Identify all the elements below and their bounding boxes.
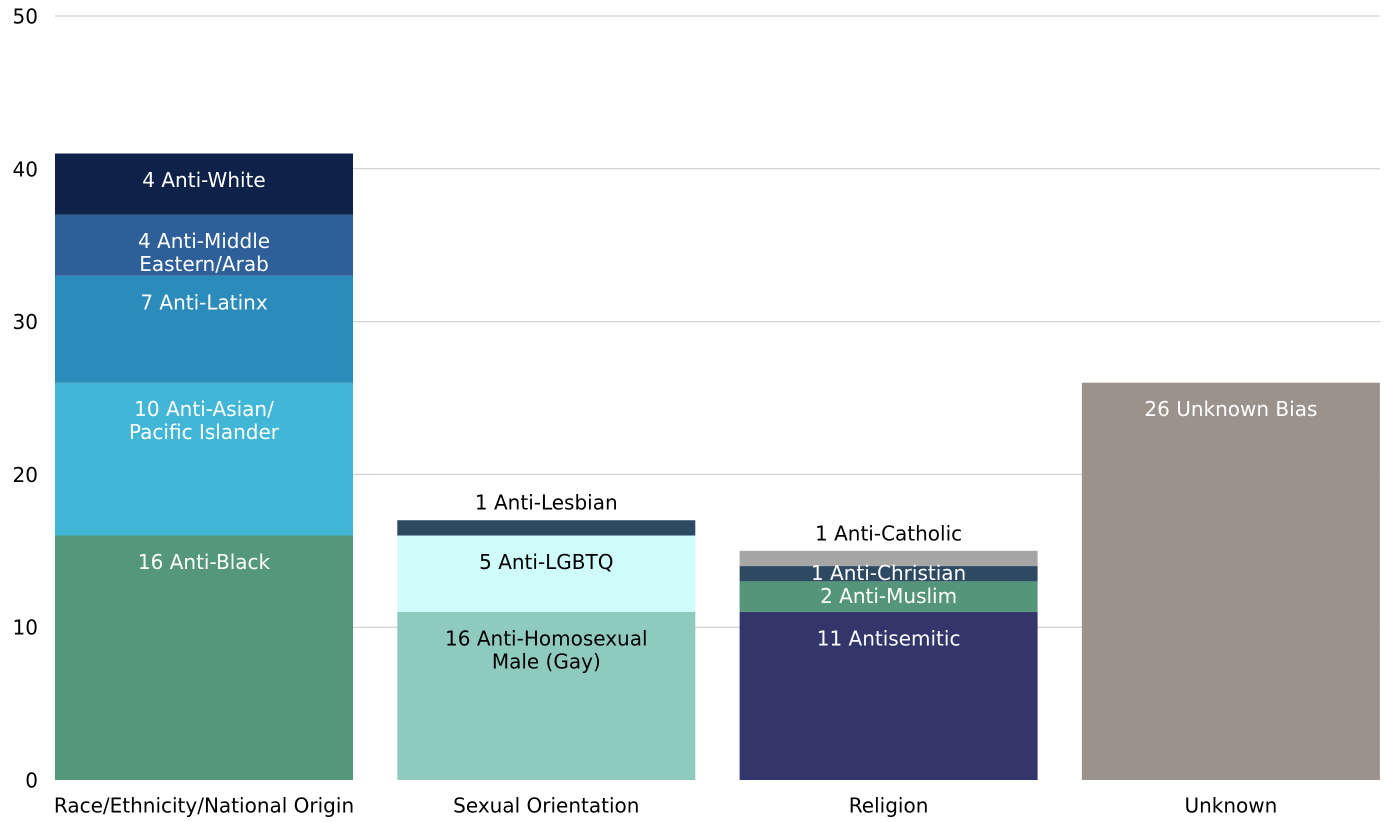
bar-segment <box>397 611 696 780</box>
y-tick-label: 30 <box>13 310 38 334</box>
y-tick-label: 10 <box>13 616 38 640</box>
segment-label: Male (Gay) <box>492 649 601 673</box>
segment-label: 1 Anti-Catholic <box>815 521 962 545</box>
segment-label: 1 Anti-Lesbian <box>475 491 618 515</box>
segment-label: 7 Anti-Latinx <box>140 290 268 314</box>
x-tick-label: Race/Ethnicity/National Origin <box>54 794 354 818</box>
y-tick-label: 20 <box>13 463 38 487</box>
bar-segment <box>1081 382 1380 780</box>
segment-label: 1 Anti-Christian <box>811 561 966 585</box>
bar-segment <box>55 535 353 780</box>
bar-segment <box>55 153 353 215</box>
bar-segment <box>397 535 696 612</box>
bar-segment <box>739 581 1038 612</box>
bar-segment <box>397 520 696 536</box>
segment-label: 5 Anti-LGBTQ <box>479 550 613 574</box>
segment-label: Pacific Islander <box>129 420 280 444</box>
bar-segment <box>55 275 353 383</box>
y-tick-label: 0 <box>25 769 38 793</box>
x-tick-label: Religion <box>849 794 929 818</box>
x-tick-label: Sexual Orientation <box>453 794 639 818</box>
bar-segment <box>739 550 1038 567</box>
segment-label: 4 Anti-Middle <box>138 229 270 253</box>
segment-label: 10 Anti-Asian/ <box>134 397 274 421</box>
bar-segment <box>55 214 353 276</box>
y-tick-label: 40 <box>13 157 38 181</box>
segment-label: 11 Antisemitic <box>817 626 961 650</box>
segment-label: 16 Anti-Homosexual <box>445 626 647 650</box>
segment-label: Eastern/Arab <box>139 252 269 276</box>
segment-label: 26 Unknown Bias <box>1144 397 1317 421</box>
y-tick-label: 50 <box>13 5 38 29</box>
bar-segment <box>55 382 353 536</box>
x-tick-label: Unknown <box>1184 794 1277 818</box>
segment-label: 4 Anti-White <box>142 168 265 192</box>
segment-label: 2 Anti-Muslim <box>820 584 957 608</box>
bar-segment <box>739 566 1038 582</box>
bar-segment <box>739 611 1038 780</box>
segment-label: 16 Anti-Black <box>138 550 271 574</box>
